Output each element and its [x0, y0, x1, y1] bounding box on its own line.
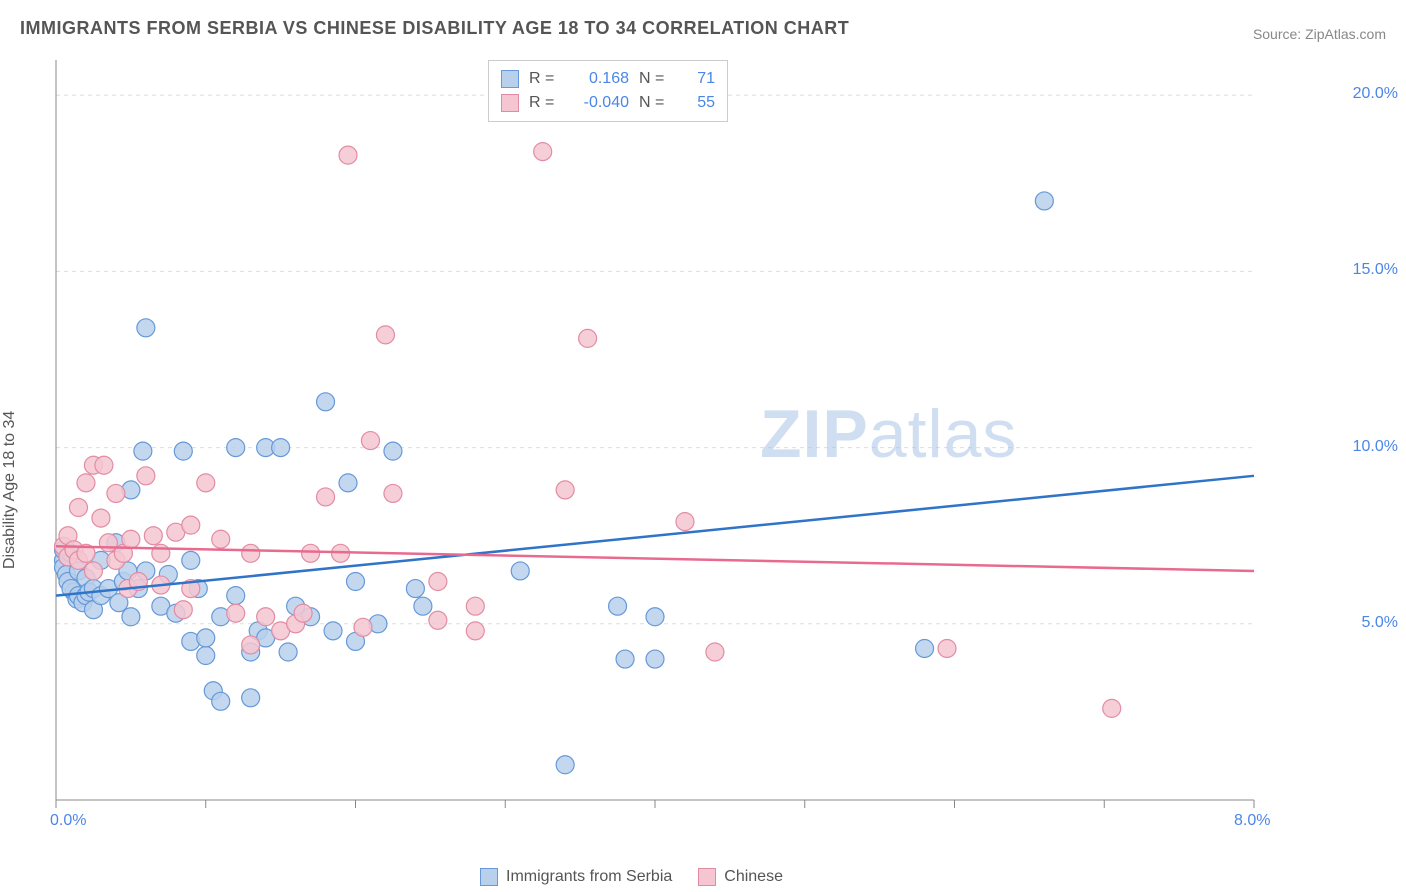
- scatter-plot: [54, 60, 1314, 830]
- legend-swatch-chinese: [698, 868, 716, 886]
- swatch-chinese: [501, 94, 519, 112]
- n-value-chinese: 55: [679, 91, 715, 115]
- n-label: N =: [639, 91, 669, 115]
- y-axis-label: Disability Age 18 to 34: [1, 411, 19, 569]
- swatch-serbia: [501, 70, 519, 88]
- y-tick-label: 15.0%: [1353, 261, 1398, 279]
- legend-swatch-serbia: [480, 868, 498, 886]
- r-value-serbia: 0.168: [569, 67, 629, 91]
- x-tick-label-max: 8.0%: [1234, 812, 1270, 830]
- x-tick-label-min: 0.0%: [50, 812, 86, 830]
- y-tick-label: 10.0%: [1353, 438, 1398, 456]
- n-value-serbia: 71: [679, 67, 715, 91]
- chart-title: IMMIGRANTS FROM SERBIA VS CHINESE DISABI…: [20, 18, 849, 39]
- legend-label-serbia: Immigrants from Serbia: [506, 868, 672, 886]
- stats-row-chinese: R = -0.040 N = 55: [501, 91, 715, 115]
- chart-area: [54, 60, 1314, 830]
- legend-item-chinese: Chinese: [698, 868, 783, 886]
- r-value-chinese: -0.040: [569, 91, 629, 115]
- y-tick-label: 5.0%: [1362, 614, 1398, 632]
- r-label: R =: [529, 67, 559, 91]
- legend-item-serbia: Immigrants from Serbia: [480, 868, 672, 886]
- bottom-legend: Immigrants from Serbia Chinese: [480, 868, 783, 886]
- correlation-stats-box: R = 0.168 N = 71 R = -0.040 N = 55: [488, 60, 728, 122]
- r-label: R =: [529, 91, 559, 115]
- source-attribution: Source: ZipAtlas.com: [1253, 26, 1386, 42]
- legend-label-chinese: Chinese: [724, 868, 783, 886]
- stats-row-serbia: R = 0.168 N = 71: [501, 67, 715, 91]
- n-label: N =: [639, 67, 669, 91]
- y-tick-label: 20.0%: [1353, 85, 1398, 103]
